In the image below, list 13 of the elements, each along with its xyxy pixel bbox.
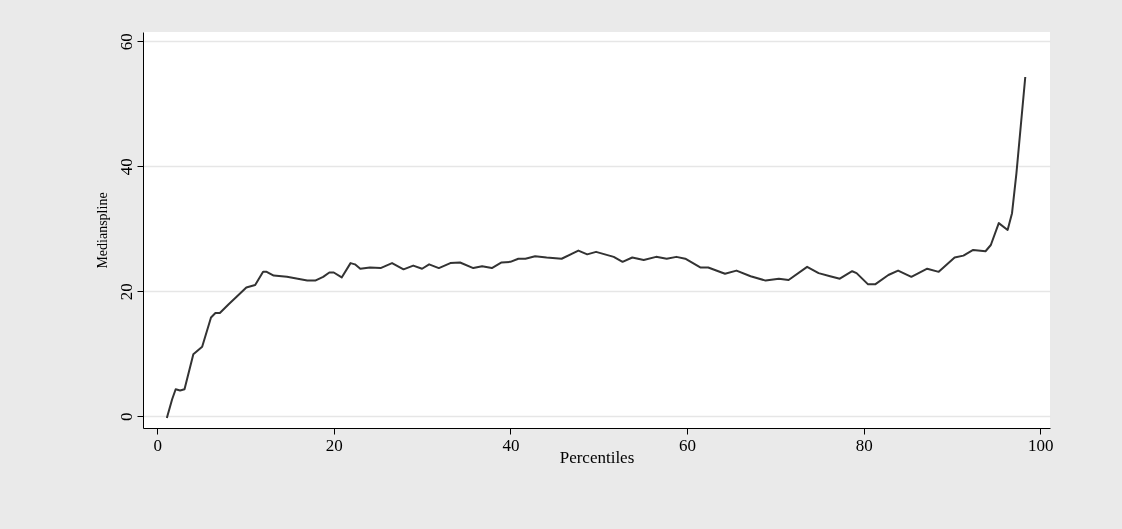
x-tick-label: 100 — [1028, 435, 1054, 455]
x-tick-label: 20 — [325, 435, 343, 455]
line-series — [165, 75, 1027, 420]
x-tick-label: 0 — [153, 435, 162, 455]
y-tick-label: 0 — [116, 412, 136, 421]
y-tick-label: 60 — [116, 33, 136, 51]
y-tick-label: 20 — [116, 283, 136, 301]
x-tick-label: 80 — [855, 435, 873, 455]
x-tick-label: 60 — [679, 435, 697, 455]
x-axis-title: Percentiles — [559, 447, 635, 467]
y-tick-label: 40 — [116, 158, 136, 176]
y-axis-title: Medianspline — [94, 192, 110, 269]
x-tick-label: 40 — [502, 435, 520, 455]
